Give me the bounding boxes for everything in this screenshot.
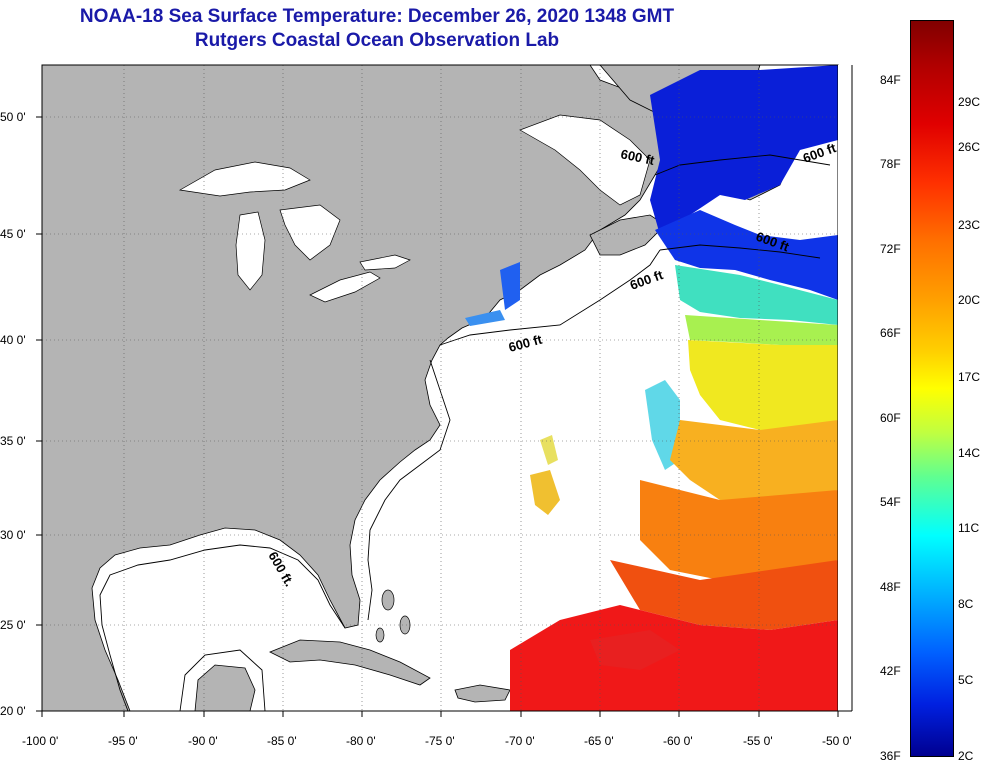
lon-label-80: -80 0' (346, 734, 376, 748)
sst-red-south (510, 605, 838, 711)
colorbar-f-72: 72F (880, 242, 901, 256)
land-nova-scotia (589, 214, 666, 256)
lon-label-100: -100 0' (22, 734, 59, 748)
sst-nj-coast (465, 310, 505, 326)
lon-label-70: -70 0' (505, 734, 535, 748)
map-title: NOAA-18 Sea Surface Temperature: Decembe… (79, 6, 675, 27)
lat-label-20: 20 0' (0, 704, 26, 718)
graticule (42, 65, 838, 711)
sst-cyan-strip (645, 380, 680, 470)
map-right-margin (838, 65, 852, 711)
temperature-colorbar (910, 20, 954, 757)
lon-label-60: -60 0' (663, 734, 693, 748)
map-subtitle: Rutgers Coastal Ocean Observation Lab (194, 30, 560, 51)
land-north-america (41, 64, 671, 712)
land-hispaniola (454, 684, 511, 703)
colorbar-c-29: 29C (958, 95, 981, 109)
lon-label-75: -75 0' (425, 734, 455, 748)
lat-label-40: 40 0' (0, 333, 26, 347)
colorbar-c-8: 8C (958, 597, 974, 611)
land-bahamas-2 (399, 615, 411, 635)
lon-label-65: -65 0' (584, 734, 614, 748)
gulf-st-lawrence (519, 114, 651, 206)
colorbar-c-11: 11C (958, 521, 980, 535)
contour-southeast (367, 359, 451, 621)
colorbar-c-26: 26C (958, 140, 981, 154)
colorbar-c-23: 23C (958, 218, 981, 232)
contour-yucatan (179, 649, 266, 712)
lake-huron (279, 204, 341, 261)
sst-cold-north (650, 65, 838, 235)
sst-light-orange (670, 420, 838, 500)
contour-grand-banks (654, 154, 831, 176)
colorbar-f-78: 78F (880, 157, 901, 171)
axis-ticks (36, 116, 839, 717)
colorbar-f-48: 48F (880, 580, 901, 594)
contour-label-1: 600 ft (619, 146, 656, 168)
sst-dark-orange (610, 560, 838, 630)
land-bahamas-1 (381, 589, 395, 611)
lon-label-50: -50 0' (822, 734, 852, 748)
lat-label-35: 35 0' (0, 434, 26, 448)
lat-label-50: 50 0' (0, 110, 26, 124)
lat-label-25: 25 0' (0, 618, 26, 632)
sst-mid-patch (530, 470, 560, 515)
lon-label-90: -90 0' (188, 734, 218, 748)
depth-contours (99, 154, 831, 712)
lat-label-30: 30 0' (0, 528, 26, 542)
lon-label-85: -85 0' (267, 734, 297, 748)
lon-label-55: -55 0' (743, 734, 773, 748)
colorbar-f-36: 36F (880, 749, 901, 763)
sst-green-band (685, 315, 838, 345)
sst-orange (640, 480, 838, 580)
sst-yellow (688, 340, 838, 430)
colorbar-f-66: 66F (880, 326, 901, 340)
contour-scotian-shelf (659, 244, 821, 259)
sst-data (465, 65, 838, 711)
sst-cyan-band (675, 265, 838, 325)
lake-michigan (235, 211, 266, 291)
sst-gulf-maine (500, 262, 520, 310)
sst-cold-scotian (655, 210, 838, 300)
land-bahamas-3 (375, 627, 385, 643)
lake-ontario (359, 254, 411, 271)
colorbar-f-60: 60F (880, 411, 901, 425)
lake-superior (178, 161, 311, 197)
colorbar-f-42: 42F (880, 664, 901, 678)
colorbar-f-84: 84F (880, 73, 901, 87)
colorbar-c-2: 2C (958, 749, 974, 763)
colorbar-f-54: 54F (880, 495, 901, 509)
colorbar-c-17: 17C (958, 370, 981, 384)
land-cuba (269, 639, 431, 686)
colorbar-c-14: 14C (958, 446, 981, 460)
sst-mid-patch-2 (540, 435, 558, 465)
colorbar-c-5: 5C (958, 673, 974, 687)
lake-erie (309, 271, 381, 303)
lat-label-45: 45 0' (0, 227, 26, 241)
contour-east-coast (439, 249, 661, 346)
contour-gulf (99, 544, 346, 712)
sst-red-mid (590, 630, 680, 670)
lon-label-95: -95 0' (108, 734, 138, 748)
colorbar-c-20: 20C (958, 293, 981, 307)
